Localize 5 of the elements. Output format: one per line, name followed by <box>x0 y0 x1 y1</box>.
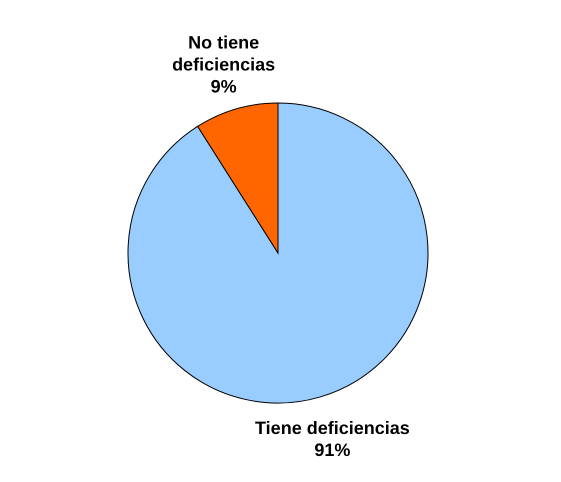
slice-label: Tiene deficiencias <box>255 418 410 438</box>
pie-slice <box>128 102 428 404</box>
data-label: 91% <box>314 440 350 460</box>
data-label: 9% <box>210 76 237 96</box>
slice-label: No tiene deficiencias <box>172 32 276 74</box>
